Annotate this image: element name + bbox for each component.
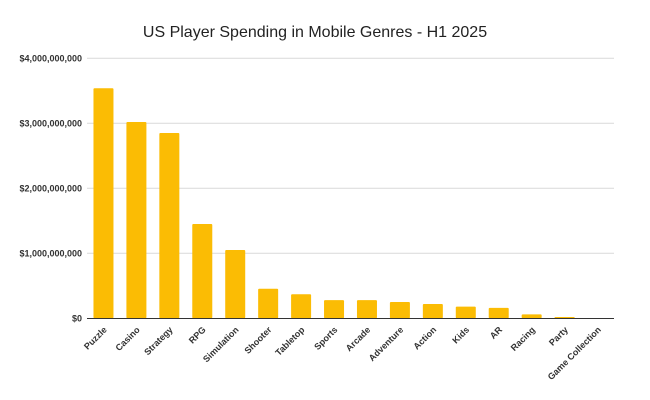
bar-kids bbox=[455, 306, 476, 319]
x-tick-label: Strategy bbox=[142, 325, 175, 358]
bar-puzzle bbox=[93, 88, 114, 319]
bar-casino bbox=[126, 122, 147, 319]
x-tick-label: RPG bbox=[187, 325, 208, 346]
x-tick-label: Kids bbox=[450, 325, 471, 346]
bar-arcade bbox=[356, 300, 377, 319]
x-tick-label: Racing bbox=[509, 325, 537, 353]
y-tick-label: $0 bbox=[72, 313, 82, 323]
y-axis-ticks: $0 $1,000,000,000 $2,000,000,000 $3,000,000… bbox=[19, 53, 82, 323]
bar-tabletop bbox=[291, 294, 312, 319]
y-tick-label: $1,000,000,000 bbox=[19, 248, 82, 258]
x-tick-label: Sports bbox=[312, 325, 339, 352]
bar-action bbox=[422, 304, 443, 319]
x-tick-label: Tabletop bbox=[273, 324, 306, 357]
bar-party bbox=[554, 317, 575, 319]
x-tick-label: Arcade bbox=[344, 325, 373, 354]
bars bbox=[93, 88, 575, 319]
y-tick-label: $4,000,000,000 bbox=[19, 53, 82, 63]
x-tick-label: Puzzle bbox=[82, 325, 109, 352]
y-tick-label: $3,000,000,000 bbox=[19, 118, 82, 128]
x-tick-label: Party bbox=[547, 325, 570, 348]
bar-simulation bbox=[225, 250, 246, 319]
bar-ar bbox=[488, 307, 509, 319]
bar-sports bbox=[324, 300, 345, 319]
bar-racing bbox=[521, 314, 542, 319]
bar-shooter bbox=[258, 288, 279, 319]
x-tick-label: Simulation bbox=[201, 325, 241, 365]
bar-strategy bbox=[159, 133, 180, 319]
bar-rpg bbox=[192, 224, 213, 319]
x-tick-label: Shooter bbox=[242, 324, 273, 355]
x-tick-label: Casino bbox=[114, 324, 143, 353]
x-tick-label: Action bbox=[411, 325, 438, 352]
x-tick-label: Adventure bbox=[367, 325, 406, 364]
x-tick-label: AR bbox=[488, 324, 505, 341]
y-tick-label: $2,000,000,000 bbox=[19, 183, 82, 193]
bar-adventure bbox=[389, 302, 410, 319]
chart-title: US Player Spending in Mobile Genres - H1… bbox=[143, 24, 487, 41]
